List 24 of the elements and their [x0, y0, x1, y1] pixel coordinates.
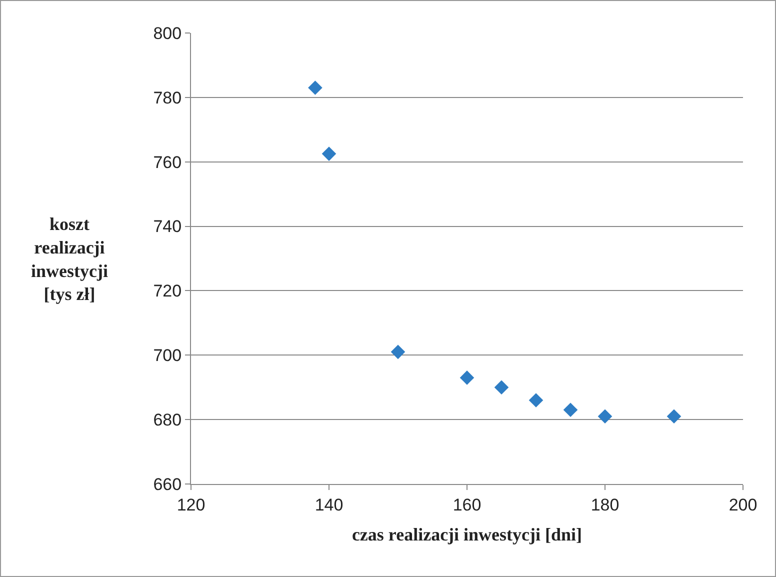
x-tick-label: 140: [314, 495, 344, 514]
point: [308, 80, 322, 95]
x-tick-label: 160: [452, 495, 482, 514]
point: [460, 370, 474, 385]
y-tick-label: 760: [153, 152, 182, 172]
y-tick-label: 800: [153, 24, 182, 43]
y-axis-title: koszt realizacji inwestycji [tys zł]: [31, 214, 108, 304]
point: [598, 409, 612, 424]
y-tick-label: 660: [153, 474, 182, 494]
x-axis-title: czas realizacji inwestycji [dni]: [352, 524, 582, 544]
point: [494, 380, 509, 395]
x-tick-label: 200: [728, 495, 758, 514]
y-tick-label: 780: [153, 88, 182, 108]
y-tick-label: 680: [153, 410, 182, 430]
point: [528, 393, 544, 408]
y-tick-label: 740: [153, 217, 182, 236]
y-tick-label: 720: [153, 282, 182, 301]
point: [322, 146, 336, 161]
point: [666, 409, 682, 424]
x-tick-label: 180: [590, 495, 620, 514]
y-tick-label: 700: [153, 346, 182, 366]
point: [390, 344, 406, 360]
point: [563, 402, 578, 418]
x-tick-label: 120: [176, 495, 206, 514]
